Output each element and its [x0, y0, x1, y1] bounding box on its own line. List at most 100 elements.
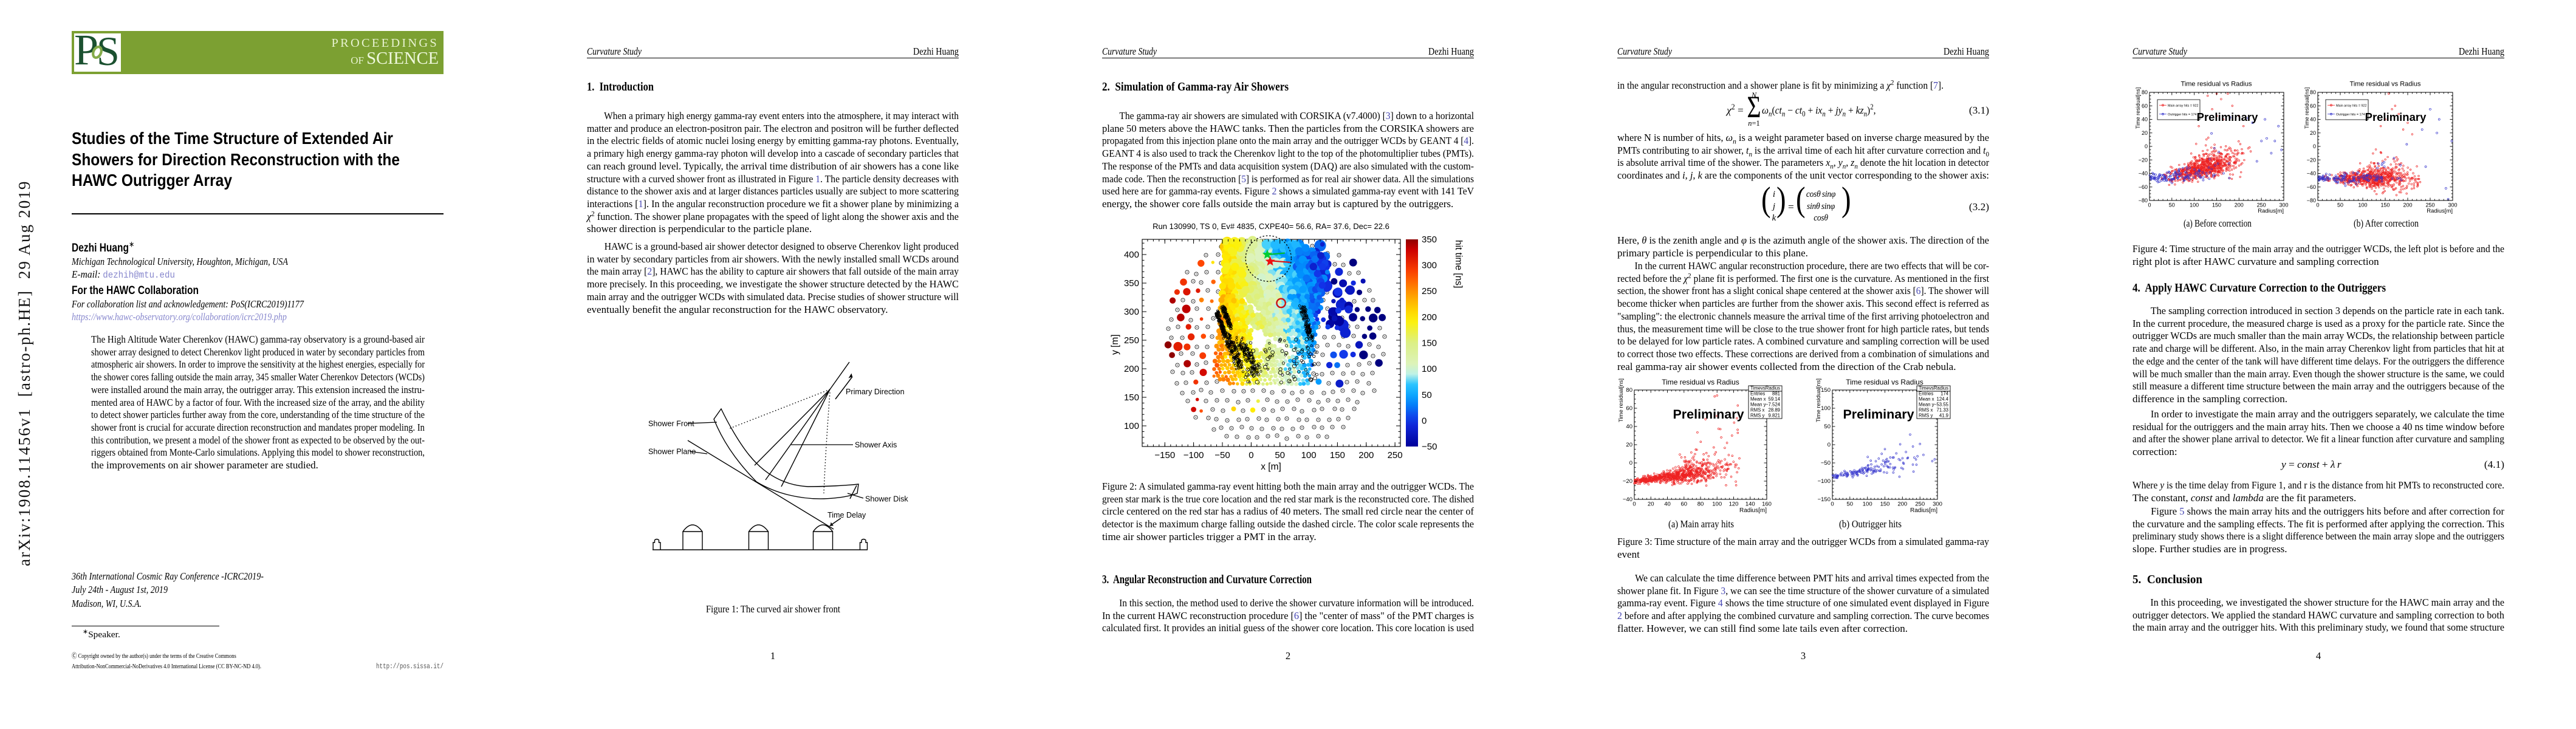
svg-text:20: 20 [2310, 130, 2316, 136]
svg-text:Mean x: Mean x [1919, 397, 1934, 402]
svg-text:150: 150 [1422, 338, 1437, 349]
svg-text:Preliminary: Preliminary [2197, 111, 2258, 123]
svg-text:50: 50 [2169, 202, 2175, 208]
svg-text:100: 100 [2190, 202, 2199, 208]
svg-text:200: 200 [1358, 450, 1374, 460]
svg-text:0: 0 [2145, 143, 2148, 149]
svg-text:Time Delay: Time Delay [827, 511, 866, 519]
svg-text:100: 100 [1863, 501, 1872, 508]
svg-text:−40: −40 [1623, 496, 1632, 503]
svg-text:Shower Disk: Shower Disk [865, 495, 908, 504]
svg-text:80: 80 [1626, 387, 1632, 394]
svg-text:0: 0 [1828, 442, 1831, 448]
svg-text:200: 200 [1422, 312, 1437, 323]
svg-text:120: 120 [1729, 501, 1739, 508]
svg-text:80: 80 [2310, 89, 2316, 95]
svg-text:250: 250 [1422, 286, 1437, 296]
svg-text:Radius[m]: Radius[m] [2427, 208, 2453, 214]
svg-text:0: 0 [2313, 143, 2316, 149]
svg-text:124.4: 124.4 [1936, 397, 1948, 402]
svg-text:Shower Front: Shower Front [648, 420, 694, 428]
svg-text:RMS y: RMS y [1750, 413, 1764, 419]
svg-text:Entries: Entries [1750, 391, 1765, 397]
svg-text:−20: −20 [2139, 157, 2148, 163]
svg-text:RMS x: RMS x [1750, 408, 1764, 413]
svg-text:Preliminary: Preliminary [1843, 407, 1914, 422]
svg-text:300: 300 [1422, 261, 1437, 271]
svg-text:Preliminary: Preliminary [1673, 407, 1744, 422]
svg-text:−100: −100 [1184, 450, 1204, 460]
svg-text:300: 300 [1124, 307, 1139, 317]
svg-text:Outrigger hits = 174: Outrigger hits = 174 [2168, 113, 2197, 117]
svg-text:−50: −50 [1821, 460, 1831, 467]
svg-text:TimevsRadius: TimevsRadius [1750, 386, 1780, 391]
svg-text:−60: −60 [2139, 184, 2148, 190]
svg-text:160: 160 [1762, 501, 1772, 508]
svg-text:0: 0 [1629, 460, 1632, 467]
svg-text:100: 100 [1422, 364, 1437, 374]
svg-text:−80: −80 [2139, 197, 2148, 204]
svg-text:300: 300 [2279, 202, 2288, 208]
svg-text:Time residual[ns]: Time residual[ns] [1815, 378, 1822, 422]
svg-text:0: 0 [1249, 450, 1253, 460]
svg-text:y [m]: y [m] [1110, 334, 1120, 355]
svg-text:400: 400 [1124, 250, 1139, 260]
svg-text:300: 300 [2448, 202, 2457, 208]
svg-text:RMS y: RMS y [1919, 413, 1933, 419]
svg-text:Time residual[ns]: Time residual[ns] [1618, 378, 1625, 422]
svg-text:100: 100 [1124, 421, 1139, 431]
svg-text:−60: −60 [2307, 184, 2316, 190]
svg-text:TimevsRadius: TimevsRadius [1919, 386, 1948, 391]
svg-text:140: 140 [1745, 501, 1755, 508]
svg-text:−150: −150 [1818, 496, 1831, 503]
svg-text:60: 60 [1681, 501, 1688, 508]
svg-text:hit time [ns]: hit time [ns] [1453, 240, 1464, 288]
svg-text:−7.524: −7.524 [1766, 402, 1781, 408]
svg-text:250: 250 [1124, 335, 1139, 346]
svg-text:71.33: 71.33 [1936, 408, 1948, 413]
svg-text:Time residual[ns]: Time residual[ns] [2135, 87, 2141, 129]
svg-text:50: 50 [2337, 202, 2343, 208]
svg-text:Mean y: Mean y [1750, 402, 1766, 408]
svg-text:−40: −40 [2139, 171, 2148, 177]
svg-text:60: 60 [2142, 103, 2148, 109]
svg-text:0: 0 [1632, 501, 1636, 508]
svg-text:Primary Direction: Primary Direction [846, 388, 905, 396]
svg-text:0: 0 [1831, 501, 1834, 508]
svg-text:Outrigger hits = 174: Outrigger hits = 174 [2336, 113, 2365, 117]
svg-text:200: 200 [2403, 202, 2412, 208]
svg-text:Main array hits = 922: Main array hits = 922 [2168, 104, 2199, 108]
svg-text:−40: −40 [2307, 171, 2316, 177]
svg-text:Time residual vs Radius: Time residual vs Radius [1846, 378, 1923, 386]
svg-text:x [m]: x [m] [1261, 462, 1281, 472]
svg-text:Radius[m]: Radius[m] [1910, 507, 1937, 514]
svg-text:881: 881 [1772, 391, 1780, 397]
svg-text:100: 100 [1712, 501, 1722, 508]
svg-text:41.9: 41.9 [1939, 413, 1948, 419]
svg-text:150: 150 [1880, 501, 1890, 508]
svg-text:20: 20 [1648, 501, 1654, 508]
svg-text:Time residual vs Radius: Time residual vs Radius [1662, 378, 1739, 386]
svg-text:−20: −20 [2307, 157, 2316, 163]
svg-text:250: 250 [1915, 501, 1925, 508]
svg-text:Run 130990, TS 0, Ev# 4835, CX: Run 130990, TS 0, Ev# 4835, CXPE40= 56.6… [1153, 222, 1389, 231]
svg-text:Radius[m]: Radius[m] [1739, 507, 1767, 514]
svg-text:−50: −50 [1422, 442, 1437, 452]
svg-text:0: 0 [2316, 202, 2319, 208]
svg-text:Entries: Entries [1919, 391, 1933, 397]
svg-text:Shower Axis: Shower Axis [855, 441, 897, 450]
svg-text:Radius[m]: Radius[m] [2258, 208, 2284, 214]
svg-text:50: 50 [1847, 501, 1854, 508]
svg-text:0: 0 [1422, 416, 1427, 426]
svg-text:60: 60 [2310, 103, 2316, 109]
svg-text:40: 40 [1626, 423, 1632, 430]
svg-text:−20: −20 [1623, 478, 1632, 485]
svg-text:100: 100 [2358, 202, 2367, 208]
svg-text:9.821: 9.821 [1768, 413, 1780, 419]
svg-text:Mean y: Mean y [1919, 402, 1934, 408]
svg-text:RMS x: RMS x [1919, 408, 1933, 413]
svg-text:40: 40 [2142, 117, 2148, 123]
svg-text:100: 100 [1821, 405, 1831, 412]
svg-text:20: 20 [2142, 130, 2148, 136]
svg-text:50: 50 [1275, 450, 1285, 460]
